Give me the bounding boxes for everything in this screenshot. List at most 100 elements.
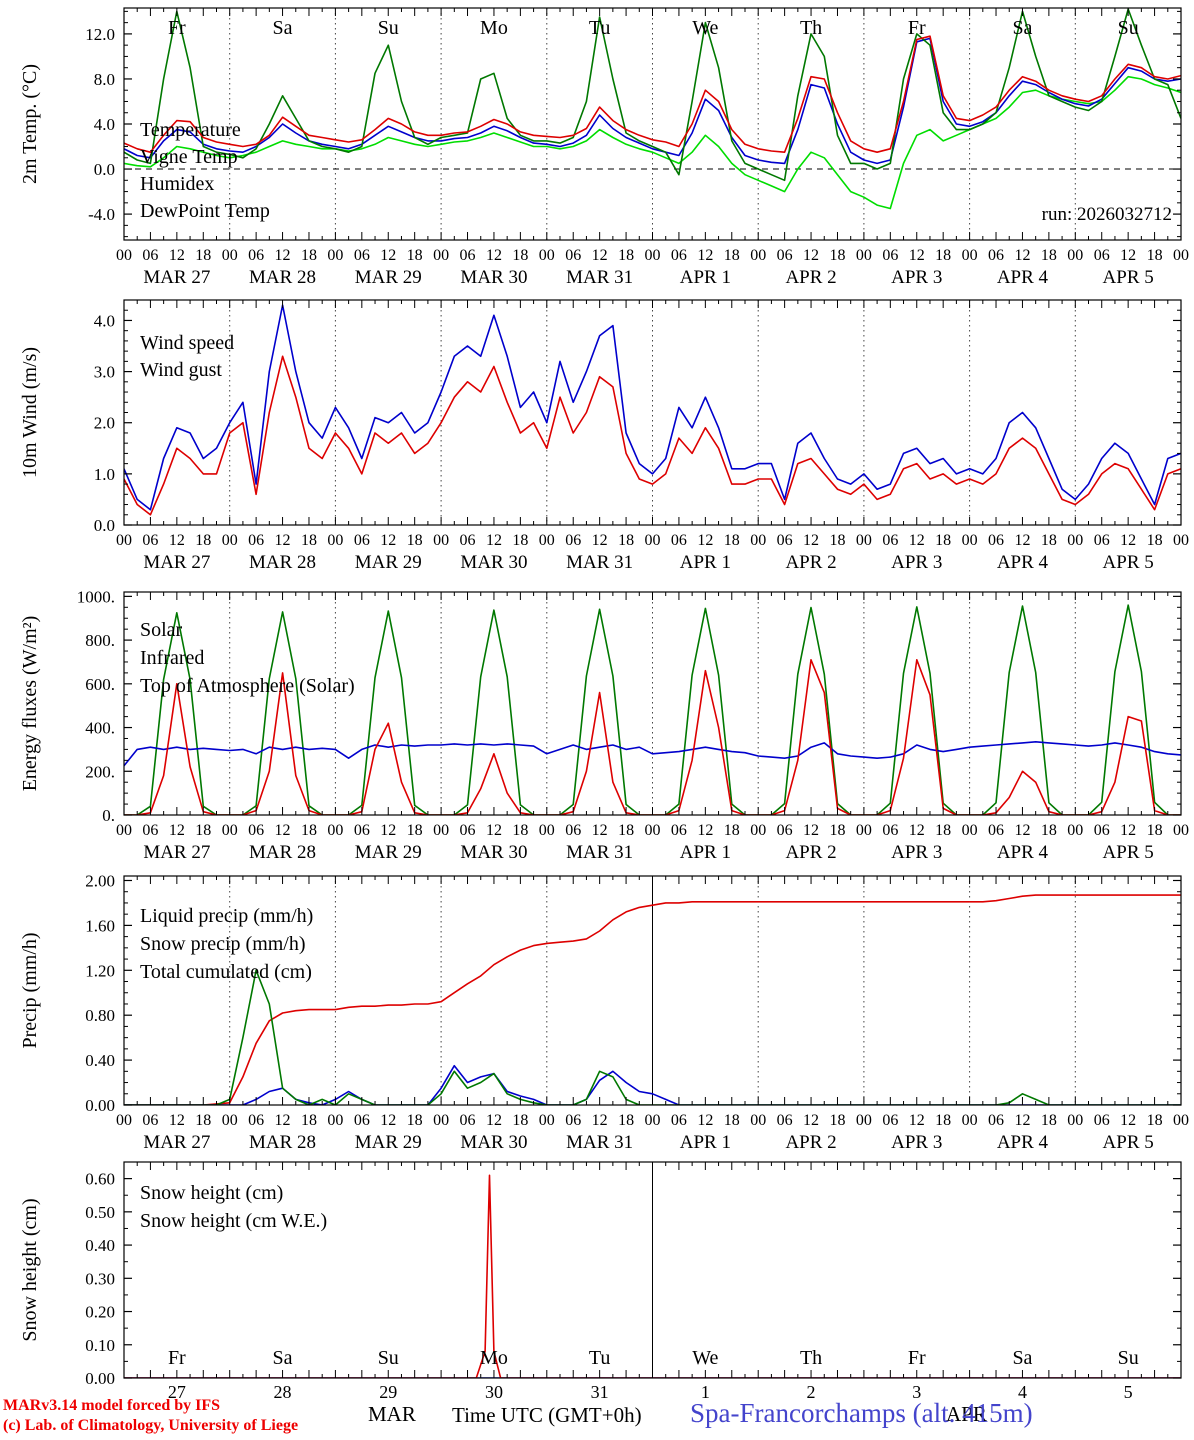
hour-tick-label: 06 bbox=[354, 1112, 370, 1129]
day-date-label: APR 3 bbox=[891, 552, 942, 573]
series-line-wind-gust bbox=[124, 304, 1181, 511]
hour-tick-label: 00 bbox=[645, 1112, 661, 1129]
day-date-label: MAR 27 bbox=[143, 267, 210, 288]
y-tick-label: 0.10 bbox=[85, 1336, 115, 1355]
series-group bbox=[124, 8, 1181, 210]
legend-entry: Liquid precip (mm/h) bbox=[140, 905, 313, 927]
day-date-label: APR 3 bbox=[891, 1132, 942, 1153]
hour-tick-label: 00 bbox=[1067, 822, 1083, 839]
y-tick-label: 2.00 bbox=[85, 871, 115, 890]
day-date-label: APR 4 bbox=[997, 267, 1049, 288]
hour-tick-label: 06 bbox=[142, 532, 158, 549]
legend-entry: Vigne Temp bbox=[140, 146, 238, 168]
hour-tick-label: 00 bbox=[1067, 1112, 1083, 1129]
y-axis: 0.00 0.10 0.20 0.30 0.40 0.50 0.60 bbox=[85, 1161, 1181, 1388]
legend-entry: Snow height (cm) bbox=[140, 1182, 283, 1204]
legend-entry: Temperature bbox=[140, 119, 241, 141]
hour-tick-label: 00 bbox=[116, 532, 132, 549]
x-axis: 27 28 29 30 31 1 2 3 4 5 bbox=[123, 1162, 1182, 1402]
hour-tick-label: 00 bbox=[1067, 247, 1083, 264]
y-axis: 0.0 1.0 2.0 3.0 4.0 bbox=[94, 299, 1181, 535]
series-line-infrared bbox=[124, 741, 1181, 767]
day-date-label: MAR 30 bbox=[460, 552, 527, 573]
hour-tick-label: 06 bbox=[882, 822, 898, 839]
hour-tick-label: 12 bbox=[1120, 1112, 1136, 1129]
hour-tick-label: 18 bbox=[935, 1112, 951, 1129]
day-name-label: Mo bbox=[480, 17, 508, 39]
hour-tick-label: 00 bbox=[433, 822, 449, 839]
legend: Liquid precip (mm/h) Snow precip (mm/h) To… bbox=[140, 905, 313, 983]
day-date-label: MAR 28 bbox=[249, 267, 316, 288]
hour-tick-label: 12 bbox=[169, 822, 185, 839]
hour-tick-label: 00 bbox=[327, 1112, 343, 1129]
day-name-label: Th bbox=[800, 17, 822, 39]
day-gridlines bbox=[229, 8, 1076, 240]
day-number-label: 31 bbox=[591, 1382, 609, 1402]
hour-tick-label: 06 bbox=[1094, 532, 1110, 549]
hour-tick-label: 06 bbox=[354, 532, 370, 549]
series-line-humidex bbox=[124, 37, 1181, 165]
day-number-label: 28 bbox=[274, 1382, 292, 1402]
hour-tick-label: 00 bbox=[539, 247, 555, 264]
hour-tick-label: 06 bbox=[354, 247, 370, 264]
y-axis-title: 10m Wind (m/s) bbox=[19, 347, 41, 478]
hour-tick-label: 06 bbox=[248, 1112, 264, 1129]
hour-tick-label: 12 bbox=[486, 1112, 502, 1129]
legend-entry: Snow height (cm W.E.) bbox=[140, 1210, 327, 1232]
hour-tick-label: 00 bbox=[433, 247, 449, 264]
hour-tick-label: 00 bbox=[433, 532, 449, 549]
hour-tick-label: 00 bbox=[750, 822, 766, 839]
legend-entry: Infrared bbox=[140, 647, 204, 669]
hour-tick-label: 06 bbox=[777, 532, 793, 549]
hour-tick-label: 06 bbox=[671, 247, 687, 264]
y-axis-title: 2m Temp. (°C) bbox=[19, 64, 41, 184]
hour-tick-label: 00 bbox=[1173, 1112, 1189, 1129]
hour-tick-label: 18 bbox=[301, 247, 317, 264]
hour-tick-label: 18 bbox=[512, 247, 528, 264]
hour-tick-label: 00 bbox=[222, 822, 238, 839]
hour-tick-label: 18 bbox=[512, 532, 528, 549]
hour-tick-label: 06 bbox=[777, 822, 793, 839]
hour-tick-label: 12 bbox=[275, 1112, 291, 1129]
hour-tick-label: 18 bbox=[301, 1112, 317, 1129]
x-axis: 00 06 12 18 00 06 12 18 00 06 12 18 00 06 12 18 00 06 12 18… bbox=[116, 8, 1189, 288]
y-tick-label: 4.0 bbox=[94, 115, 115, 134]
hour-tick-label: 00 bbox=[750, 532, 766, 549]
hour-tick-label: 18 bbox=[1147, 1112, 1163, 1129]
hour-tick-label: 00 bbox=[962, 1112, 978, 1129]
hour-tick-label: 00 bbox=[750, 1112, 766, 1129]
y-tick-label: 0.0 bbox=[94, 516, 115, 535]
legend-entry: Solar bbox=[140, 619, 183, 641]
day-date-label: APR 4 bbox=[997, 1132, 1049, 1153]
y-tick-label: 0.30 bbox=[85, 1269, 115, 1288]
hour-tick-label: 00 bbox=[539, 822, 555, 839]
hour-tick-label: 00 bbox=[856, 247, 872, 264]
hour-tick-label: 06 bbox=[142, 822, 158, 839]
hour-tick-label: 18 bbox=[1041, 247, 1057, 264]
x-axis: 00 06 12 18 00 06 12 18 00 06 12 18 00 06 12 18 00 06 12 18… bbox=[116, 592, 1189, 863]
hour-tick-label: 06 bbox=[142, 1112, 158, 1129]
hour-tick-label: 06 bbox=[882, 247, 898, 264]
day-name-label: Sa bbox=[273, 17, 293, 39]
day-date-label: APR 4 bbox=[997, 552, 1049, 573]
legend-entry: Total cumulated (cm) bbox=[140, 961, 312, 983]
hour-tick-label: 12 bbox=[592, 822, 608, 839]
hour-tick-label: 18 bbox=[935, 532, 951, 549]
hour-tick-label: 12 bbox=[909, 247, 925, 264]
day-number-label: 4 bbox=[1018, 1382, 1027, 1402]
day-date-label: MAR 31 bbox=[566, 1132, 633, 1153]
hour-tick-label: 00 bbox=[539, 1112, 555, 1129]
hour-tick-label: 18 bbox=[829, 247, 845, 264]
day-date-label: MAR 27 bbox=[143, 1132, 210, 1153]
hour-tick-label: 06 bbox=[1094, 822, 1110, 839]
legend-entry: Wind speed bbox=[140, 332, 234, 354]
hour-tick-label: 12 bbox=[1120, 532, 1136, 549]
day-name-label: Sa bbox=[1012, 17, 1032, 39]
hour-tick-label: 18 bbox=[407, 822, 423, 839]
y-axis: 0.00 0.40 0.80 1.20 1.60 2.00 bbox=[85, 871, 1181, 1115]
series-group bbox=[124, 604, 1181, 815]
hour-tick-label: 12 bbox=[909, 822, 925, 839]
y-tick-label: 0.00 bbox=[85, 1369, 115, 1388]
